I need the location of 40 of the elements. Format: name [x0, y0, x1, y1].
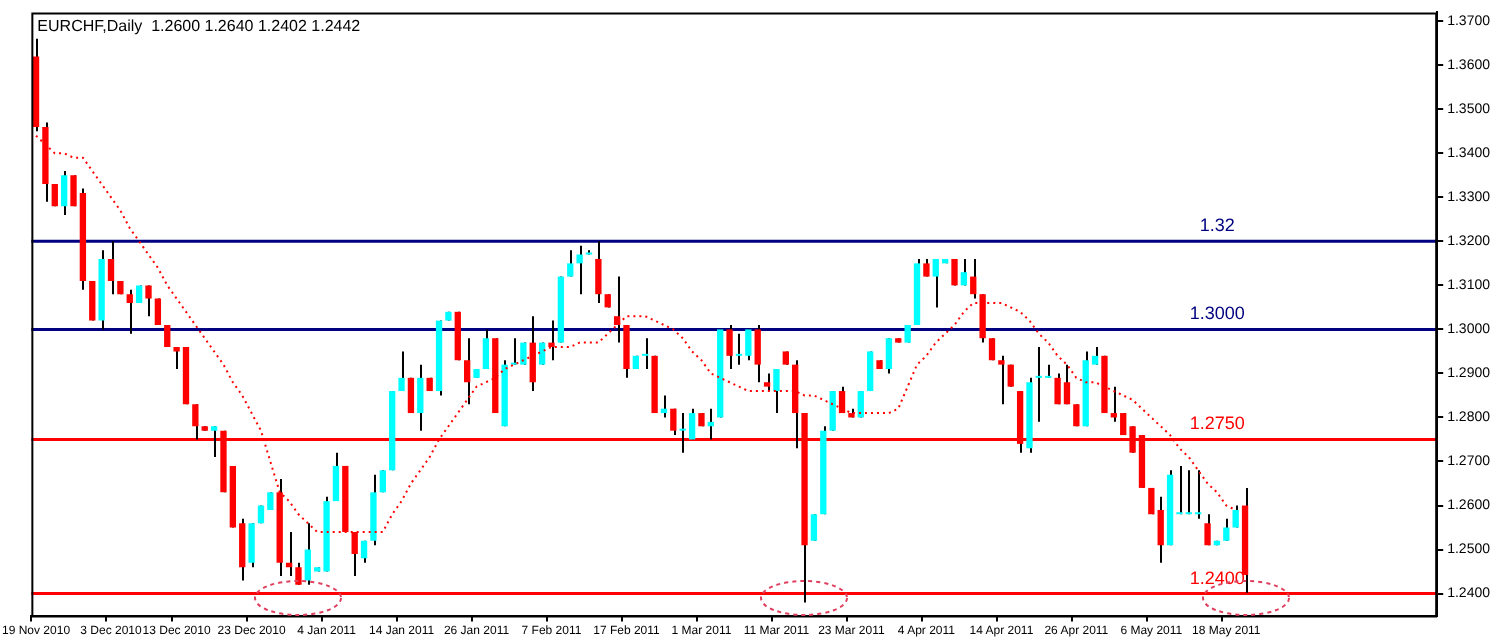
candlestick — [960, 257, 968, 287]
candlestick — [1157, 495, 1164, 564]
candlestick — [1232, 504, 1239, 529]
candlestick — [60, 169, 68, 216]
candlestick — [248, 522, 255, 569]
candlestick — [773, 368, 780, 415]
candlestick — [567, 249, 574, 278]
candlestick — [595, 240, 602, 304]
candlestick — [482, 328, 490, 371]
candlestick — [642, 337, 649, 371]
candlestick — [529, 315, 536, 393]
candlestick — [1223, 517, 1230, 542]
ref-line-label: 1.3000 — [1189, 303, 1245, 324]
ref-line-label: 1.2750 — [1189, 413, 1245, 434]
candlestick — [1204, 513, 1211, 547]
candlestick — [810, 513, 818, 542]
candlestick — [726, 324, 733, 371]
chart-title: EURCHF,Daily 1.2600 1.2640 1.2402 1.2442 — [37, 16, 362, 35]
candlestick — [210, 425, 218, 459]
candlestick — [838, 385, 846, 415]
candlestick — [464, 337, 471, 406]
candlestick — [735, 332, 743, 366]
candlestick — [754, 324, 761, 384]
candlestick — [89, 279, 96, 322]
ref-line-label: 1.32 — [1199, 215, 1235, 236]
candlestick — [1035, 346, 1043, 423]
candlestick — [417, 363, 424, 432]
candlestick — [145, 284, 152, 318]
candlestick — [688, 407, 696, 441]
candlestick — [857, 390, 864, 419]
candlestick — [885, 337, 893, 375]
candlestick — [867, 350, 874, 393]
candlestick — [126, 288, 133, 335]
ref-line-label: 1.2400 — [1189, 567, 1245, 588]
candlestick — [332, 451, 340, 503]
candlestick — [998, 354, 1005, 406]
candlestick — [829, 390, 836, 432]
candlestick — [576, 244, 583, 296]
candlestick — [398, 350, 405, 393]
candlestick — [548, 319, 555, 362]
